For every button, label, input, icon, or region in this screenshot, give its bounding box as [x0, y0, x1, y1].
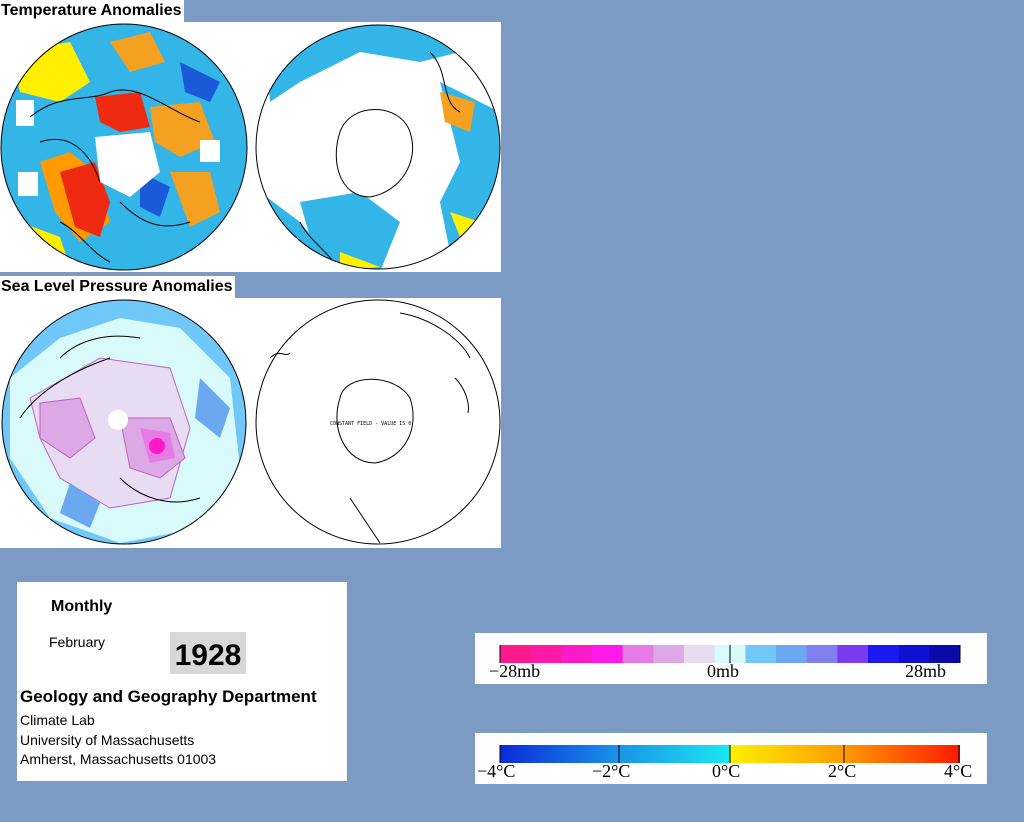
pressure-swatch: [500, 645, 532, 663]
pressure-north-hemisphere: [2, 300, 246, 544]
pressure-maps: CONSTANT FIELD - VALUE IS 0: [1, 299, 501, 545]
university-label: University of Massachusetts: [20, 732, 195, 748]
pressure-swatch: [745, 645, 777, 663]
pressure-swatch: [806, 645, 838, 663]
pressure-swatch: [653, 645, 685, 663]
pressure-south-hemisphere: CONSTANT FIELD - VALUE IS 0: [255, 299, 501, 545]
pressure-color-scale: [499, 645, 961, 663]
temperature-tick-plus2: 2°C: [828, 761, 857, 781]
temperature-tick-minus4: −4°C: [477, 761, 516, 781]
lab-label: Climate Lab: [20, 712, 95, 728]
pressure-swatch: [530, 645, 562, 663]
pressure-swatch: [776, 645, 808, 663]
pressure-maps-panel: CONSTANT FIELD - VALUE IS 0: [0, 298, 501, 548]
temperature-maps-panel: [0, 22, 501, 272]
pressure-swatch: [837, 645, 869, 663]
pressure-swatch: [898, 645, 930, 663]
month-label: February: [49, 634, 106, 650]
temperature-color-scale: [499, 745, 960, 763]
pressure-swatch: [561, 645, 593, 663]
pressure-swatch: [868, 645, 900, 663]
pressure-legend: −28mb 0mb 28mb: [475, 633, 987, 684]
address-label: Amherst, Massachusetts 01003: [20, 751, 217, 767]
pressure-tick-max: 28mb: [905, 661, 947, 681]
temperature-tick-plus4: 4°C: [944, 761, 973, 781]
constant-field-note: CONSTANT FIELD - VALUE IS 0: [330, 421, 411, 427]
temperature-tick-minus2: −2°C: [592, 761, 631, 781]
pressure-swatch: [622, 645, 654, 663]
pressure-swatch: [929, 645, 961, 663]
info-box: Monthly February 1928 Geology and Geogra…: [17, 582, 347, 781]
department-label: Geology and Geography Department: [20, 687, 317, 706]
year-label: 1928: [170, 632, 246, 674]
pressure-swatch: [592, 645, 624, 663]
temperature-legend: −4°C −2°C 0°C 2°C 4°C: [475, 733, 987, 784]
temperature-maps: [0, 23, 501, 271]
pressure-swatch: [684, 645, 716, 663]
temperature-tick-zero: 0°C: [712, 761, 741, 781]
pressure-title: Sea Level Pressure Anomalies: [0, 276, 235, 298]
period-label: Monthly: [51, 598, 113, 615]
temperature-title: Temperature Anomalies: [0, 0, 184, 22]
pressure-tick-min: −28mb: [489, 661, 541, 681]
pressure-tick-zero: 0mb: [707, 661, 740, 681]
